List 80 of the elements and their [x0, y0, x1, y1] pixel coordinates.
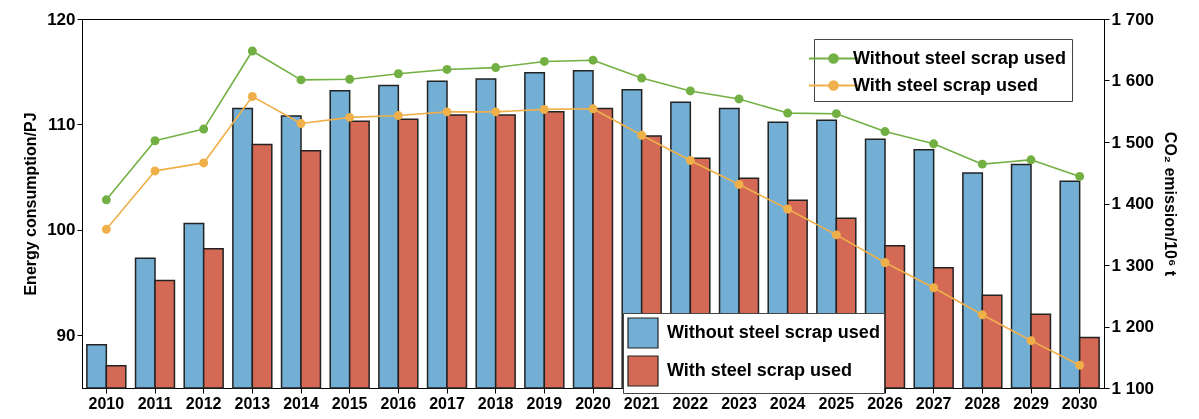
y2-tick-label: 1 600	[1111, 71, 1155, 90]
legend-label: With steel scrap used	[853, 74, 1038, 95]
x-tick-label: 2025	[818, 394, 855, 412]
point	[1075, 360, 1085, 370]
legend-label: With steel scrap used	[667, 360, 852, 380]
point	[685, 155, 695, 165]
point	[101, 224, 111, 234]
point	[783, 108, 793, 118]
x-tick-label: 2024	[769, 394, 806, 412]
point	[150, 136, 160, 146]
point	[685, 86, 695, 96]
x-tick-label: 2014	[283, 394, 319, 412]
x-tick-label: 2021	[623, 394, 660, 412]
y-tick-label: 90	[56, 325, 76, 345]
x-tick-label: 2019	[526, 394, 563, 412]
x-tick-label: 2028	[964, 394, 1001, 412]
point	[539, 56, 549, 66]
point	[637, 130, 647, 140]
y2-tick-label: 1 100	[1111, 378, 1155, 398]
point	[588, 104, 598, 114]
point	[296, 119, 306, 129]
point	[637, 73, 647, 83]
x-tick-label: 2029	[1013, 394, 1049, 412]
point	[880, 127, 890, 137]
point	[929, 139, 939, 149]
point	[977, 159, 987, 169]
y-axis-title: Energy consumption/PJ	[22, 112, 40, 296]
x-tick-label: 2012	[185, 394, 222, 412]
x-tick-label: 2026	[867, 394, 903, 412]
legend-label: Without steel scrap used	[667, 322, 880, 342]
point	[442, 107, 452, 117]
point	[345, 74, 355, 84]
point	[247, 46, 257, 56]
x-tick-label: 2023	[721, 394, 757, 412]
point	[1075, 171, 1085, 181]
point	[880, 258, 890, 267]
y2-axis-title: CO₂ emission/10⁶ t	[1162, 131, 1180, 277]
point	[491, 63, 501, 73]
x-tick-label: 2027	[915, 394, 952, 412]
x-tick-label: 2017	[429, 394, 465, 412]
point	[831, 230, 841, 240]
point	[734, 179, 744, 189]
x-tick-label: 2015	[331, 394, 368, 412]
point	[977, 310, 987, 320]
y2-tick-label: 1 700	[1111, 9, 1155, 29]
point	[1026, 336, 1036, 346]
point	[1026, 155, 1036, 165]
point	[150, 166, 160, 176]
point	[199, 158, 209, 168]
x-tick-label: 2010	[88, 394, 125, 412]
point	[199, 124, 209, 134]
point	[929, 283, 939, 293]
legend-label: Without steel scrap used	[853, 47, 1066, 68]
y2-tick-label: 1 200	[1111, 317, 1155, 336]
y2-tick-label: 1 400	[1111, 194, 1155, 213]
x-tick-label: 2020	[575, 394, 611, 412]
point	[783, 204, 793, 214]
point	[393, 111, 403, 121]
y2-tick-label: 1 500	[1111, 132, 1155, 152]
point	[831, 109, 841, 119]
x-tick-label: 2018	[477, 394, 514, 412]
point	[588, 55, 598, 65]
point	[734, 94, 744, 104]
y-tick-label: 120	[47, 9, 76, 29]
point	[393, 69, 403, 79]
x-tick-label: 2016	[380, 394, 417, 412]
point	[442, 64, 452, 74]
y-tick-label: 100	[47, 220, 76, 240]
x-tick-label: 2013	[234, 394, 271, 412]
x-tick-label: 2030	[1061, 394, 1098, 412]
point	[296, 75, 306, 85]
point	[345, 112, 355, 122]
x-tick-label: 2022	[672, 394, 709, 412]
y2-tick-label: 1 300	[1111, 255, 1155, 275]
y-tick-label: 110	[48, 114, 76, 134]
point	[247, 92, 257, 101]
x-tick-label: 2011	[137, 394, 173, 412]
point	[491, 107, 501, 117]
point	[101, 195, 111, 205]
point	[539, 104, 549, 114]
